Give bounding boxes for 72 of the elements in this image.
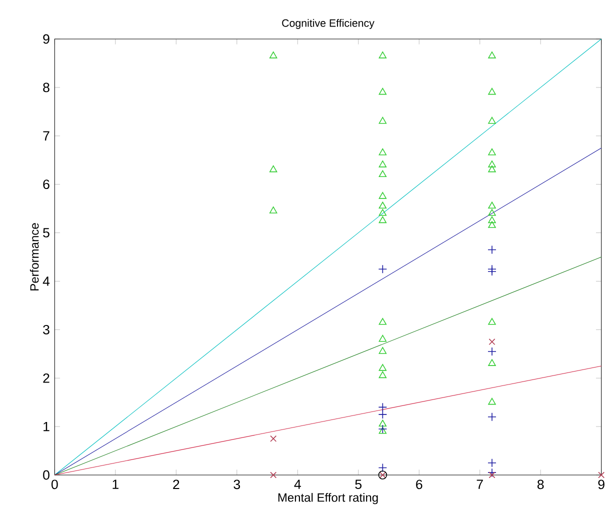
point [378, 402, 388, 412]
point [378, 170, 387, 178]
point [378, 420, 387, 427]
point [378, 160, 387, 168]
chart-title: Cognitive Efficiency [282, 19, 374, 29]
point [488, 165, 496, 172]
point [378, 410, 388, 419]
point [378, 264, 388, 274]
point [488, 267, 496, 276]
point [269, 165, 278, 172]
y-tick-label: 4 [42, 276, 50, 286]
y-tick-label: 8 [43, 82, 50, 92]
point [598, 472, 605, 478]
point [378, 371, 387, 378]
point [488, 209, 496, 216]
point [269, 52, 278, 58]
point [378, 209, 387, 216]
x-tick-label: 1 [112, 480, 118, 489]
point [378, 148, 387, 156]
point [270, 472, 277, 478]
x-tick-label: 2 [173, 480, 180, 490]
x-tick-label: 4 [294, 480, 301, 489]
point [378, 52, 387, 58]
point [378, 463, 388, 472]
point [378, 318, 387, 325]
point [488, 245, 496, 254]
point [378, 424, 388, 434]
point [378, 88, 387, 95]
point [488, 398, 496, 405]
y-tick-label: 3 [43, 324, 50, 334]
point [378, 202, 387, 209]
point [488, 88, 496, 95]
x-axis-title: Mental Effort rating [278, 492, 378, 504]
point [488, 458, 496, 468]
y-tick-label: 9 [43, 34, 50, 44]
x-tick-label: 5 [355, 480, 362, 490]
point [488, 52, 496, 58]
point [488, 472, 496, 478]
y-tick-label: 0 [43, 470, 50, 480]
point [378, 364, 387, 371]
x-tick-label: 8 [537, 480, 544, 490]
x-tick-label: 9 [598, 480, 604, 490]
y-tick-label: 6 [43, 180, 50, 190]
point [488, 202, 496, 209]
point [488, 347, 496, 356]
point [378, 427, 387, 434]
point [488, 359, 496, 366]
point [378, 216, 387, 224]
point [378, 116, 387, 124]
point [378, 334, 387, 342]
point [488, 116, 496, 124]
point [488, 412, 496, 422]
x-tick-label: 0 [51, 480, 58, 490]
y-tick-label: 1 [44, 422, 50, 432]
point [378, 347, 387, 354]
x-tick-label: 3 [234, 480, 240, 490]
point [488, 160, 496, 168]
point [488, 338, 496, 346]
point [488, 221, 496, 228]
y-tick-label: 7 [43, 131, 50, 140]
point [488, 148, 496, 156]
point [488, 318, 496, 325]
point [488, 216, 496, 224]
point [378, 192, 387, 199]
y-axis-title: Performance [30, 223, 39, 290]
y-tick-label: 2 [43, 373, 50, 383]
x-tick-label: 6 [416, 480, 422, 490]
point [270, 435, 277, 442]
point [269, 206, 278, 214]
point [488, 468, 496, 477]
y-tick-label: 5 [43, 228, 50, 238]
x-tick-label: 7 [476, 480, 483, 489]
